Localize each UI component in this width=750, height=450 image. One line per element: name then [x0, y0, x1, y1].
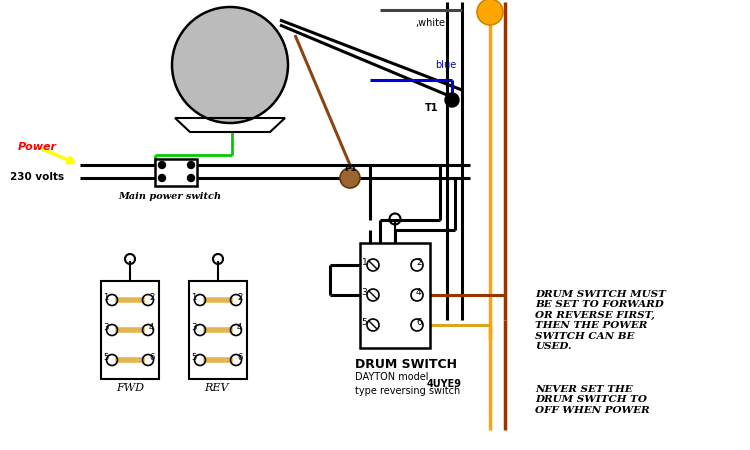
Text: T1: T1 [425, 103, 439, 113]
Circle shape [158, 162, 166, 168]
Text: REV: REV [204, 383, 229, 393]
Text: 3: 3 [362, 288, 370, 297]
Circle shape [188, 175, 194, 181]
Text: 4: 4 [416, 288, 422, 297]
Text: type reversing switch: type reversing switch [355, 386, 460, 396]
Text: 2: 2 [416, 258, 422, 267]
Text: 5: 5 [191, 353, 196, 362]
Text: 3: 3 [103, 323, 108, 332]
Text: DRUM SWITCH MUST
BE SET TO FORWARD
OR REVERSE FIRST,
THEN THE POWER
SWITCH CAN B: DRUM SWITCH MUST BE SET TO FORWARD OR RE… [535, 290, 666, 351]
Circle shape [477, 0, 503, 25]
Text: 5: 5 [103, 353, 108, 362]
Text: DRUM SWITCH: DRUM SWITCH [355, 358, 457, 371]
Circle shape [172, 7, 288, 123]
Text: 5: 5 [362, 318, 370, 327]
Circle shape [188, 162, 194, 168]
Text: 2: 2 [149, 293, 154, 302]
Text: 1: 1 [191, 293, 196, 302]
Text: 2: 2 [237, 293, 242, 302]
Text: Power: Power [18, 142, 57, 152]
Text: 4: 4 [149, 323, 154, 332]
Text: 4: 4 [237, 323, 242, 332]
Text: NEVER SET THE
DRUM SWITCH TO
OFF WHEN POWER: NEVER SET THE DRUM SWITCH TO OFF WHEN PO… [535, 385, 650, 415]
Text: Main power switch: Main power switch [118, 192, 221, 201]
Bar [155, 159, 197, 186]
Text: 230 volts: 230 volts [10, 172, 64, 182]
Text: 6: 6 [237, 353, 242, 362]
Text: 4UYE9: 4UYE9 [427, 379, 462, 389]
Bar [189, 281, 247, 379]
Text: ,white: ,white [415, 18, 445, 28]
Text: P1: P1 [344, 164, 357, 173]
Text: FWD: FWD [116, 383, 144, 393]
Circle shape [340, 168, 360, 188]
Text: .: . [455, 379, 458, 389]
Text: 6: 6 [416, 318, 422, 327]
Bar [101, 281, 159, 379]
Text: DAYTON model: DAYTON model [355, 372, 432, 382]
Circle shape [445, 93, 459, 107]
Text: blue: blue [435, 60, 456, 70]
Circle shape [158, 175, 166, 181]
Text: 6: 6 [149, 353, 154, 362]
Bar [360, 243, 430, 348]
Text: 1: 1 [362, 258, 370, 267]
Text: 1: 1 [103, 293, 108, 302]
Text: 3: 3 [191, 323, 196, 332]
